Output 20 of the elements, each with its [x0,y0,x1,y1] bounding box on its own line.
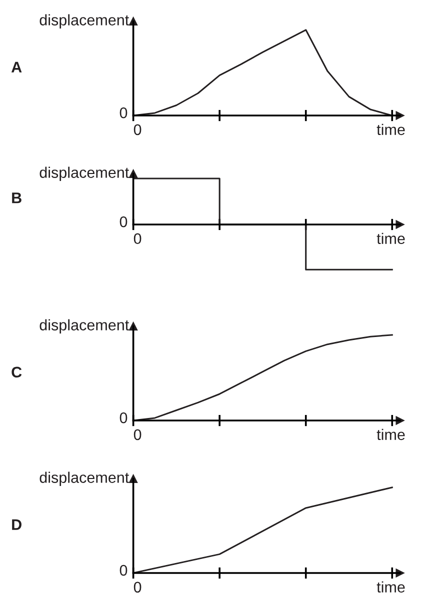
text: D [12,519,22,530]
x-axis-title: time [376,428,405,440]
text: 0 [120,216,128,228]
x-axis-title: time [376,581,405,593]
y-axis-title: displacement [40,166,130,181]
text: 0 [120,412,128,424]
text: 0 [120,107,128,118]
text: 0 [134,582,142,593]
annotation: 0 [134,233,142,244]
text: 0 [134,429,142,440]
y-axis-title: displacement [40,319,130,334]
x-axis-title: time [376,124,405,136]
y-axis-title: displacement [40,14,130,28]
text: B [12,192,22,204]
text: A [11,62,22,72]
x-axis-title: time [376,232,405,244]
text: 0 [134,124,142,136]
y-axis-title: displacement [40,472,130,486]
text: 0 [120,564,128,576]
text: C [12,366,22,378]
